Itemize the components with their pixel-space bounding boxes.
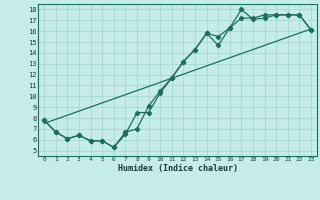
- X-axis label: Humidex (Indice chaleur): Humidex (Indice chaleur): [118, 164, 238, 173]
